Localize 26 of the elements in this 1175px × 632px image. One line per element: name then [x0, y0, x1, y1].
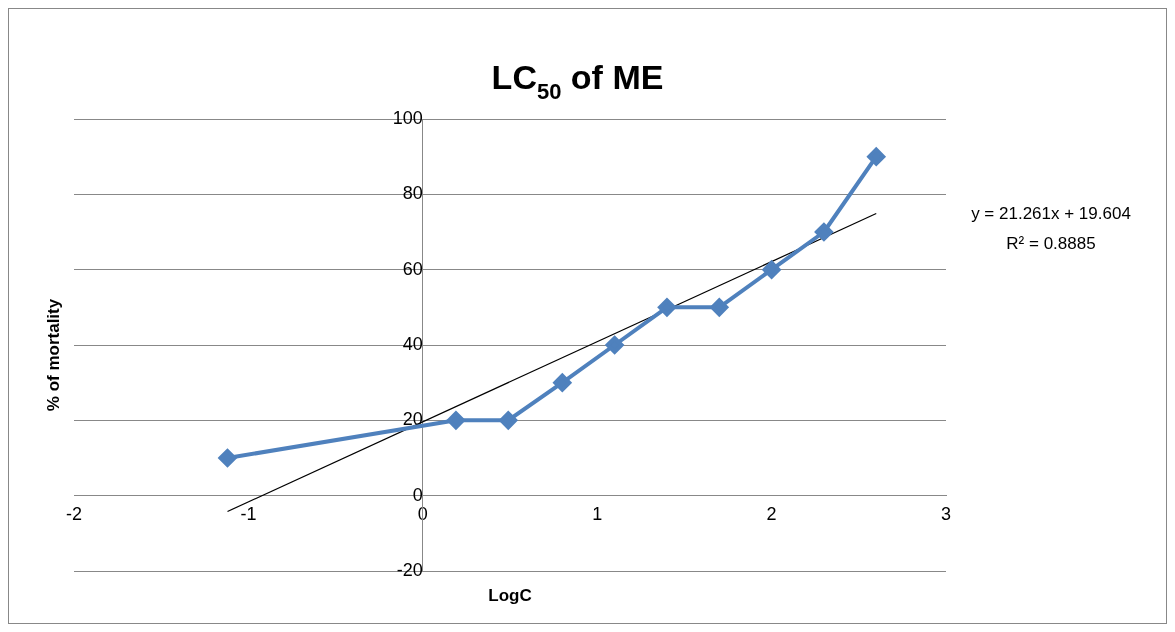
x-axis-title: LogC	[488, 586, 532, 605]
point	[218, 449, 237, 467]
y-tick-label: 80	[402, 183, 423, 204]
text: R² = 0.8885	[1006, 233, 1096, 253]
point	[499, 411, 518, 430]
point	[762, 260, 781, 279]
text: y = 21.261x + 19.604	[971, 203, 1131, 223]
x-tick-label: 2	[766, 504, 777, 525]
y-tick-label: 20	[402, 409, 423, 430]
x-tick-label: 3	[940, 504, 952, 525]
point	[446, 411, 465, 430]
point	[657, 298, 676, 317]
point	[814, 223, 833, 241]
point	[867, 147, 886, 166]
x-tick-label: 1	[592, 504, 603, 525]
y-axis-title: % of mortality	[44, 298, 63, 412]
y-tick-label: 60	[402, 258, 423, 279]
point	[605, 336, 624, 354]
x-tick-label: -2	[65, 504, 83, 525]
x-tick-label: -1	[240, 504, 257, 525]
y-tick-label: -20	[396, 559, 423, 580]
point	[553, 373, 572, 392]
y-tick-label: 100	[392, 107, 423, 128]
point	[710, 298, 729, 317]
y-tick-label: 0	[412, 484, 423, 505]
y-tick-label: 40	[402, 333, 423, 354]
